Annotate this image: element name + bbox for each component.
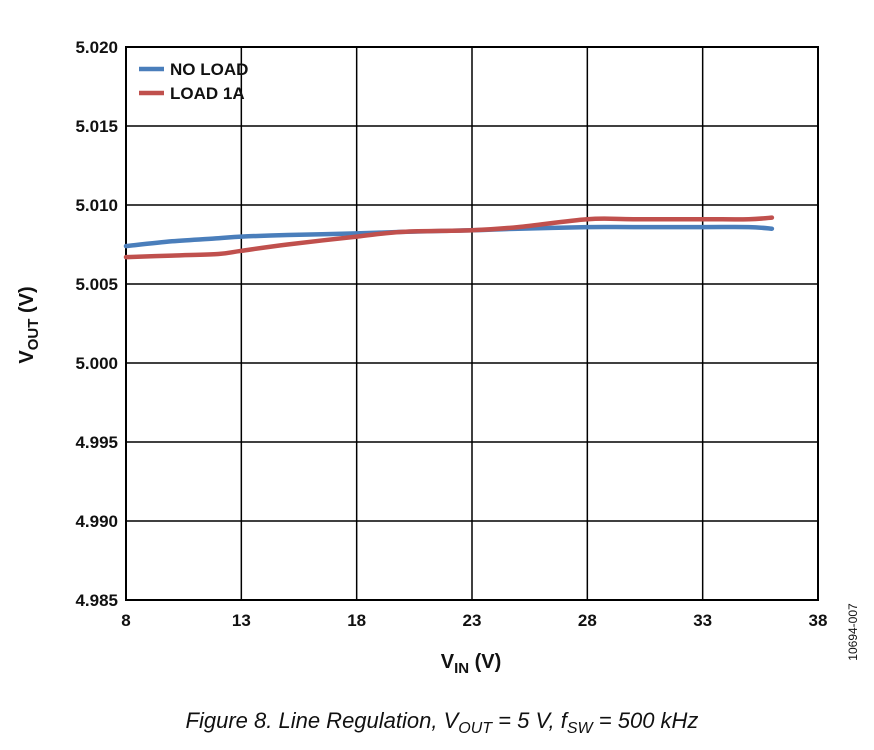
- series-group: [123, 215, 775, 260]
- y-tick-label: 4.990: [75, 512, 118, 531]
- x-tick-label: 38: [809, 611, 828, 630]
- figure-caption: Figure 8. Line Regulation, VOUT = 5 V, f…: [186, 708, 699, 737]
- x-tick-label: 13: [232, 611, 251, 630]
- y-tick-label: 5.010: [75, 196, 118, 215]
- x-tick-label: 18: [347, 611, 366, 630]
- y-tick-label: 4.995: [75, 433, 118, 452]
- y-tick-label: 5.015: [75, 117, 118, 136]
- y-axis-label: VOUT (V): [16, 286, 42, 363]
- y-tick-label: 5.000: [75, 354, 118, 373]
- figure-id: 10694-007: [846, 603, 860, 661]
- x-tick-label: 33: [693, 611, 712, 630]
- y-tick-label: 5.005: [75, 275, 118, 294]
- x-tick-label: 8: [121, 611, 130, 630]
- plot-frame: [125, 46, 819, 601]
- grid-lines: [126, 47, 818, 600]
- legend-label: NO LOAD: [170, 60, 248, 79]
- y-tick-label: 5.020: [75, 38, 118, 57]
- series-line-load-1a: [123, 215, 775, 260]
- x-tick-label: 23: [463, 611, 482, 630]
- y-tick-labels: 4.985 4.990 4.995 5.000 5.005 5.010 5.015 5.020: [75, 38, 118, 610]
- y-tick-label: 4.985: [75, 591, 118, 610]
- legend-label: LOAD 1A: [170, 84, 245, 103]
- x-axis-label: VIN (V): [441, 651, 502, 677]
- x-tick-labels: 8 13 18 23 28 33 38: [121, 611, 827, 630]
- x-tick-label: 28: [578, 611, 597, 630]
- legend: NO LOAD LOAD 1A: [139, 60, 248, 103]
